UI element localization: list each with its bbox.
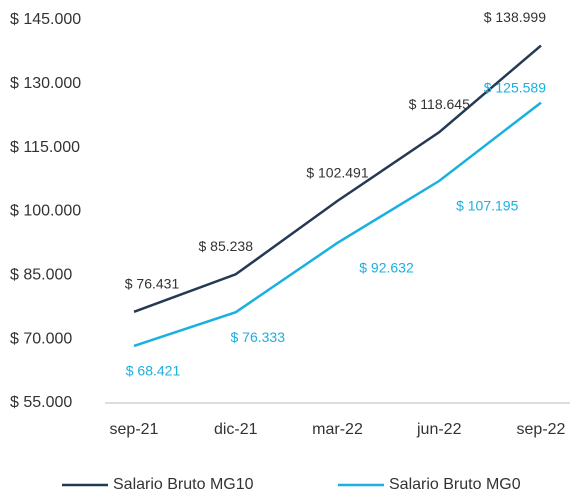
y-tick-label: $ 100.000 xyxy=(10,203,81,220)
series-line xyxy=(133,101,542,348)
x-tick-label: sep-22 xyxy=(517,421,566,438)
y-tick-label: $ 145.000 xyxy=(10,11,81,28)
data-label: $ 107.195 xyxy=(456,198,518,214)
data-label: $ 125.589 xyxy=(484,79,546,95)
y-tick-label: $ 70.000 xyxy=(10,330,72,347)
series-line xyxy=(133,44,542,313)
x-tick-label: sep-21 xyxy=(110,421,159,438)
legend-label: Salario Bruto MG10 xyxy=(113,476,254,493)
data-label: $ 118.645 xyxy=(409,96,470,112)
data-label: $ 76.333 xyxy=(231,329,286,345)
legend-label: Salario Bruto MG0 xyxy=(389,476,521,493)
data-label: $ 76.431 xyxy=(125,276,180,292)
y-tick-label: $ 85.000 xyxy=(10,267,72,284)
data-label: $ 85.238 xyxy=(199,238,254,254)
data-label: $ 68.421 xyxy=(126,363,181,379)
data-label: $ 138.999 xyxy=(484,9,546,25)
data-label: $ 92.632 xyxy=(359,260,414,276)
y-tick-label: $ 55.000 xyxy=(10,394,72,411)
x-tick-label: jun-22 xyxy=(416,421,462,438)
x-tick-label: dic-21 xyxy=(214,421,258,438)
y-tick-label: $ 115.000 xyxy=(10,139,80,156)
data-label: $ 102.491 xyxy=(306,165,368,181)
x-tick-label: mar-22 xyxy=(312,421,363,438)
y-tick-label: $ 130.000 xyxy=(10,75,81,92)
